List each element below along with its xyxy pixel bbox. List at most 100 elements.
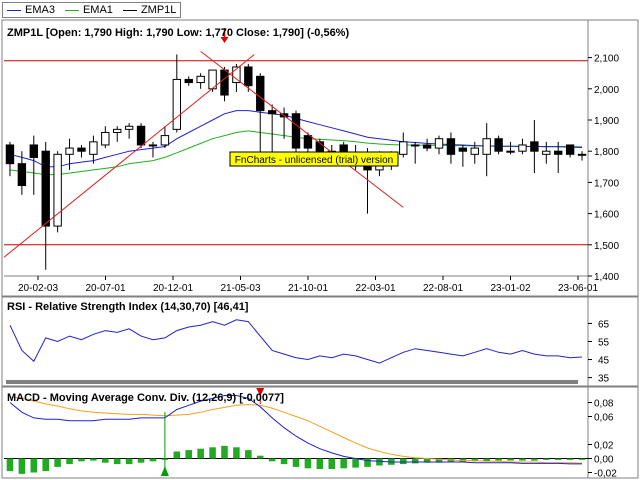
candle-body — [124, 125, 134, 130]
price-ytick-label: 1,400 — [594, 272, 619, 283]
macd-ytick-label: 0,02 — [594, 441, 614, 452]
signal-arrow-up-icon — [160, 466, 169, 476]
macd-histogram-bar — [328, 458, 336, 469]
macd-histogram-bar — [185, 450, 193, 459]
rsi-panel: 35 45 55 65 RSI - Relative Strength Index (1… — [1, 296, 639, 387]
legend-item-ema3: EMA3 — [7, 4, 55, 16]
macd-histogram-bar — [149, 458, 157, 462]
price-xtick-label: 23-01-02 — [490, 283, 530, 294]
price-ytick-label: 1,700 — [594, 178, 619, 189]
candle-body — [458, 147, 468, 152]
macd-ytick-label: 0,00 — [594, 455, 614, 466]
rsi-ytick-label: 55 — [598, 337, 610, 348]
price-xtick-label: 22-03-01 — [355, 283, 395, 294]
candle-body — [220, 69, 229, 96]
macd-histogram-bar — [245, 450, 252, 459]
macd-histogram-bar — [578, 458, 586, 460]
macd-histogram-bar — [531, 458, 538, 461]
macd-ytick-label: 0,06 — [594, 413, 614, 424]
macd-histogram-bar — [304, 458, 312, 469]
macd-title: MACD - Moving Average Conv. Div. (12,26,… — [7, 392, 284, 404]
candle-body — [89, 141, 98, 155]
candle-body — [244, 66, 253, 87]
macd-panel: -0,02 0,00 0,02 0,06 0,08 MACD - Moving Avera… — [1, 386, 639, 480]
macd-histogram-bar — [30, 458, 38, 473]
price-ytick-label: 1,800 — [594, 147, 619, 158]
macd-histogram-bar — [78, 458, 85, 462]
candle-body — [518, 144, 527, 152]
price-xtick-label: 23-06-01 — [558, 283, 598, 294]
macd-histogram-bar — [268, 458, 276, 462]
price-ytick-label: 2,100 — [594, 54, 619, 65]
candle-body — [29, 144, 38, 158]
legend-label-ema1: EMA1 — [82, 4, 113, 16]
candle-body — [554, 150, 563, 155]
trial-watermark-box — [229, 151, 399, 167]
macd-histogram-bar — [519, 458, 526, 461]
legend-label-zmp1l: ZMP1L — [140, 4, 177, 16]
macd-histogram-bar — [364, 458, 371, 467]
macd-histogram-bar — [399, 458, 407, 465]
macd-histogram-bar — [423, 458, 431, 463]
price-ytick-label: 1,900 — [594, 116, 619, 127]
macd-histogram-bar — [411, 458, 419, 464]
candle-body — [77, 147, 86, 152]
candle-body — [422, 144, 432, 149]
signal-arrow-down-icon — [220, 37, 229, 43]
candle-body — [291, 113, 301, 149]
candle-body — [434, 138, 444, 149]
legend-swatch-ema3 — [7, 9, 21, 11]
trendline — [3, 54, 255, 258]
macd-histogram-bar — [221, 445, 228, 459]
candle-body — [542, 150, 551, 155]
price-ytick-label: 2,000 — [594, 85, 619, 96]
candle-body — [160, 135, 170, 146]
price-ytick-label: 1,600 — [594, 210, 619, 221]
macd-line — [9, 395, 582, 465]
macd-histogram-bar — [233, 447, 240, 459]
price-xtick-label: 22-08-01 — [423, 283, 463, 294]
macd-ytick-label: -0,02 — [594, 469, 617, 480]
macd-histogram-bar — [90, 458, 97, 461]
macd-histogram-bar — [256, 455, 264, 459]
rsi-ytick-label: 35 — [598, 374, 610, 385]
candle-body — [339, 144, 348, 152]
macd-histogram-bar — [352, 458, 359, 468]
candle-body — [256, 75, 265, 112]
candle-body — [5, 144, 15, 165]
price-xtick-label: 20-12-01 — [153, 283, 193, 294]
candle-body — [530, 141, 539, 152]
macd-histogram-bar — [113, 458, 121, 465]
macd-histogram-bar — [507, 458, 514, 461]
candle-body — [303, 135, 313, 149]
candle-body — [577, 153, 587, 156]
candle-body — [232, 66, 241, 84]
macd-histogram-bar — [340, 458, 347, 469]
rsi-ytick-label: 45 — [598, 356, 610, 367]
macd-histogram-bar — [471, 458, 479, 462]
macd-histogram-bar — [483, 458, 490, 462]
macd-histogram-bar — [292, 458, 300, 467]
candle-body — [506, 150, 515, 153]
signal-arrow-down-icon — [256, 388, 265, 396]
price-xtick-label: 20-07-01 — [85, 283, 125, 294]
price-xtick-label: 20-02-03 — [18, 283, 58, 294]
macd-ytick-label: 0,08 — [594, 399, 614, 410]
price-title: ZMP1L [Open: 1,790 High: 1,790 Low: 1,77… — [7, 27, 349, 39]
candle-body — [470, 147, 479, 155]
macd-histogram-bar — [554, 458, 562, 460]
legend-item-zmp1l: ZMP1L — [122, 4, 177, 16]
macd-histogram-bar — [54, 458, 61, 467]
trendline — [200, 50, 404, 208]
macd-histogram-bar — [209, 447, 216, 459]
price-ytick-label: 1,500 — [594, 241, 619, 252]
macd-histogram-bar — [18, 458, 26, 474]
macd-histogram-bar — [435, 458, 443, 463]
rsi-line — [9, 319, 583, 364]
candle-body — [172, 78, 182, 130]
price-xtick-label: 21-10-01 — [288, 283, 328, 294]
macd-histogram-bar — [66, 458, 73, 465]
macd-histogram-bar — [6, 458, 14, 472]
